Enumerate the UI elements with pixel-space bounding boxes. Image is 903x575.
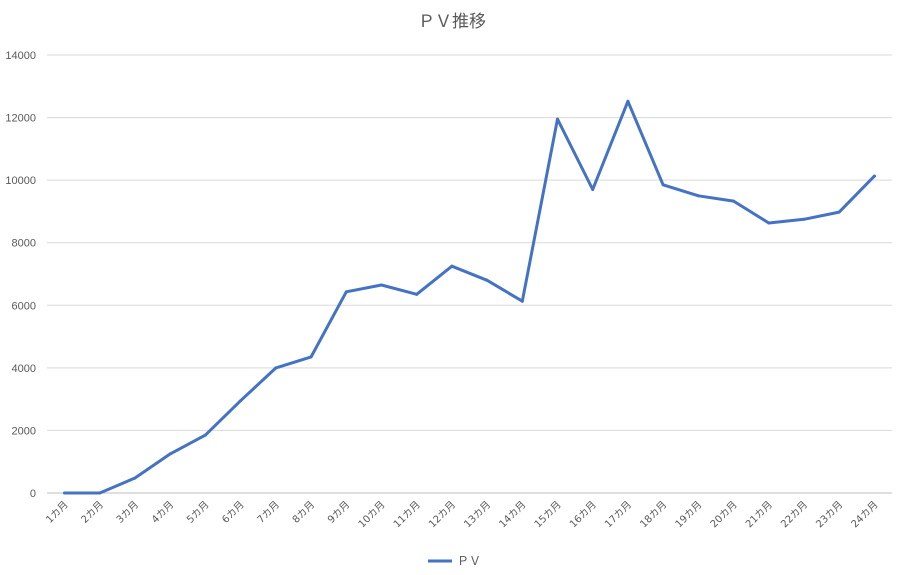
- data-point: [344, 290, 348, 294]
- y-tick-label: 12000: [5, 113, 36, 125]
- data-point: [485, 278, 489, 282]
- x-tick-label: 1カ月: [44, 499, 71, 526]
- data-point: [767, 221, 771, 225]
- data-point: [203, 433, 207, 437]
- y-tick-label: 2000: [12, 425, 36, 437]
- data-point: [837, 210, 841, 214]
- data-point: [63, 491, 67, 495]
- x-tick-label: 6カ月: [220, 499, 247, 526]
- series-layer: [63, 99, 876, 495]
- x-tick-label: 2カ月: [79, 499, 106, 526]
- chart-title: ＰＶ推移: [418, 12, 486, 32]
- data-point: [591, 188, 595, 192]
- data-point: [274, 366, 278, 370]
- x-tick-label: 9カ月: [325, 499, 352, 526]
- x-tick-label: 10カ月: [356, 499, 388, 531]
- x-tick-label: 19カ月: [673, 499, 705, 531]
- data-point: [696, 194, 700, 198]
- data-point: [626, 99, 630, 103]
- data-point: [379, 283, 383, 287]
- data-point: [168, 452, 172, 456]
- x-tick-label: 16カ月: [567, 499, 599, 531]
- x-tick-label: 14カ月: [497, 499, 529, 531]
- y-tick-label: 0: [30, 488, 36, 500]
- x-tick-label: 17カ月: [602, 499, 634, 531]
- gridlines: [47, 54, 892, 494]
- x-tick-label: 3カ月: [114, 499, 141, 526]
- data-point: [661, 183, 665, 187]
- data-point: [415, 292, 419, 296]
- x-tick-label: 24カ月: [849, 499, 881, 531]
- data-point: [872, 174, 876, 178]
- legend: ＰＶ: [428, 554, 481, 568]
- x-tick-label: 11カ月: [391, 499, 423, 531]
- data-point: [239, 399, 243, 403]
- x-tick-label: 4カ月: [149, 499, 176, 526]
- data-point: [556, 117, 560, 121]
- data-point: [520, 299, 524, 303]
- x-tick-label: 5カ月: [184, 499, 211, 526]
- x-tick-label: 15カ月: [532, 499, 564, 531]
- x-tick-label: 22カ月: [778, 499, 810, 531]
- x-tick-label: 12カ月: [426, 499, 458, 531]
- x-tick-label: 8カ月: [290, 499, 317, 526]
- x-tick-label: 23カ月: [814, 499, 846, 531]
- x-tick-label: 20カ月: [708, 499, 740, 531]
- series-line-pv: [63, 99, 876, 495]
- x-tick-label: 21カ月: [743, 499, 775, 531]
- y-tick-label: 4000: [12, 363, 36, 375]
- y-tick-label: 8000: [12, 238, 36, 250]
- legend-label-pv: ＰＶ: [457, 554, 481, 568]
- data-point: [98, 491, 102, 495]
- y-tick-label: 14000: [5, 50, 36, 62]
- x-tick-label: 13カ月: [462, 499, 494, 531]
- y-tick-label: 6000: [12, 300, 36, 312]
- y-tick-label: 10000: [5, 175, 36, 187]
- y-axis-ticks: 0 2000 4000 6000 8000 10000 12000 14000: [5, 50, 36, 500]
- data-point: [802, 217, 806, 221]
- data-point: [450, 264, 454, 268]
- x-axis-ticks: 1カ月 2カ月 3カ月 4カ月 5カ月 6カ月 7カ月 8カ月 9カ月 10カ月 11カ月 12カ月 1…: [44, 499, 881, 531]
- x-tick-label: 7カ月: [255, 499, 282, 526]
- data-point: [133, 476, 137, 480]
- x-tick-label: 18カ月: [638, 499, 670, 531]
- data-point: [732, 199, 736, 203]
- data-point: [309, 355, 313, 359]
